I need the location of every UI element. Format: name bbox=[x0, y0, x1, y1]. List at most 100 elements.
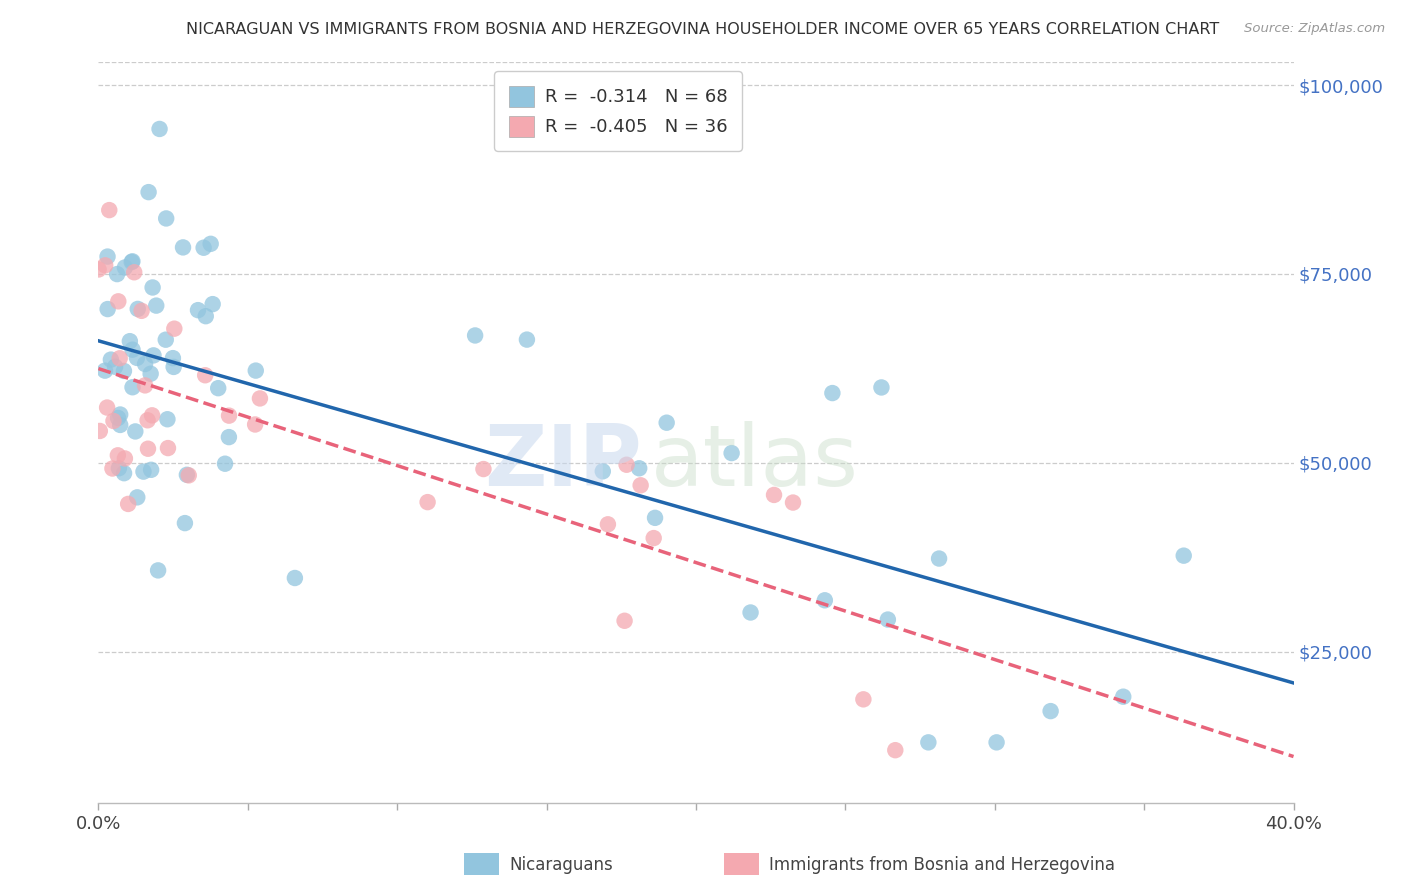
Point bbox=[200, 236, 222, 251]
Point bbox=[917, 735, 939, 749]
Point bbox=[613, 614, 636, 628]
Point bbox=[97, 301, 120, 316]
Point bbox=[118, 334, 141, 348]
Point bbox=[107, 294, 129, 309]
Legend: R =  -0.314   N = 68, R =  -0.405   N = 36: R = -0.314 N = 68, R = -0.405 N = 36 bbox=[495, 71, 742, 151]
Point bbox=[986, 735, 1008, 749]
Point bbox=[821, 386, 844, 401]
Point bbox=[249, 392, 271, 406]
Point bbox=[763, 488, 786, 502]
Point bbox=[194, 309, 217, 323]
Point bbox=[155, 333, 177, 347]
Point bbox=[243, 417, 266, 432]
Text: Immigrants from Bosnia and Herzegovina: Immigrants from Bosnia and Herzegovina bbox=[769, 856, 1115, 874]
Point bbox=[284, 571, 307, 585]
Point bbox=[1173, 549, 1195, 563]
Point bbox=[740, 606, 762, 620]
Point bbox=[100, 352, 122, 367]
Point bbox=[124, 425, 146, 439]
Text: NICARAGUAN VS IMMIGRANTS FROM BOSNIA AND HERZEGOVINA HOUSEHOLDER INCOME OVER 65 : NICARAGUAN VS IMMIGRANTS FROM BOSNIA AND… bbox=[187, 22, 1219, 37]
Point bbox=[121, 343, 143, 357]
Point bbox=[96, 250, 118, 264]
Point bbox=[155, 211, 177, 226]
Point bbox=[142, 348, 165, 362]
Point bbox=[472, 462, 495, 476]
Point bbox=[928, 551, 950, 566]
Point bbox=[176, 467, 198, 482]
Point bbox=[464, 328, 486, 343]
Point bbox=[214, 457, 236, 471]
Text: atlas: atlas bbox=[651, 421, 859, 504]
Point bbox=[156, 412, 179, 426]
Point bbox=[516, 333, 538, 347]
Point bbox=[112, 364, 135, 378]
Point bbox=[141, 409, 163, 423]
Point bbox=[138, 185, 160, 199]
Point bbox=[132, 465, 155, 479]
Point bbox=[156, 441, 179, 455]
Point bbox=[94, 258, 117, 272]
Point bbox=[136, 442, 159, 456]
Text: ZIP: ZIP bbox=[485, 421, 643, 504]
Point bbox=[96, 401, 118, 415]
Point bbox=[108, 351, 131, 366]
Point bbox=[136, 413, 159, 427]
Point bbox=[201, 297, 224, 311]
Point bbox=[117, 497, 139, 511]
Point bbox=[121, 380, 143, 394]
Point bbox=[89, 424, 111, 438]
Point bbox=[814, 593, 837, 607]
Point bbox=[1039, 704, 1062, 718]
Point bbox=[870, 380, 893, 394]
Point bbox=[163, 359, 186, 374]
Point bbox=[630, 478, 652, 492]
Point bbox=[194, 368, 217, 383]
Point bbox=[884, 743, 907, 757]
Point bbox=[103, 414, 125, 428]
Point bbox=[782, 495, 804, 509]
Point bbox=[207, 381, 229, 395]
Point bbox=[107, 448, 129, 462]
Point bbox=[187, 303, 209, 318]
Point bbox=[142, 280, 165, 294]
Point bbox=[101, 461, 124, 475]
Text: Source: ZipAtlas.com: Source: ZipAtlas.com bbox=[1244, 22, 1385, 36]
Point bbox=[218, 409, 240, 423]
Point bbox=[127, 301, 149, 316]
Point bbox=[146, 563, 169, 577]
Point bbox=[592, 464, 614, 478]
Point bbox=[104, 359, 127, 374]
Point bbox=[643, 531, 665, 545]
Point bbox=[131, 303, 153, 318]
Point bbox=[108, 417, 131, 432]
Point bbox=[114, 451, 136, 466]
Point bbox=[596, 517, 619, 532]
Point bbox=[616, 458, 638, 472]
Point bbox=[105, 267, 128, 281]
Point bbox=[108, 408, 131, 422]
Point bbox=[122, 265, 145, 279]
FancyBboxPatch shape bbox=[464, 853, 499, 875]
Point bbox=[720, 446, 742, 460]
Point bbox=[628, 461, 651, 475]
Point bbox=[98, 203, 121, 218]
Point bbox=[163, 321, 186, 335]
Point bbox=[644, 511, 666, 525]
Point bbox=[112, 466, 135, 480]
Point bbox=[139, 463, 162, 477]
Point bbox=[107, 411, 129, 425]
Point bbox=[121, 255, 143, 269]
Point bbox=[148, 122, 170, 136]
Point bbox=[655, 416, 678, 430]
Point bbox=[134, 378, 156, 392]
Point bbox=[218, 430, 240, 444]
Point bbox=[177, 468, 200, 483]
Point bbox=[1112, 690, 1135, 704]
Point bbox=[127, 491, 149, 505]
Point bbox=[134, 357, 156, 371]
Point bbox=[145, 299, 167, 313]
Point bbox=[114, 260, 136, 275]
Point bbox=[87, 262, 110, 277]
Point bbox=[121, 254, 143, 268]
Text: Nicaraguans: Nicaraguans bbox=[509, 856, 613, 874]
